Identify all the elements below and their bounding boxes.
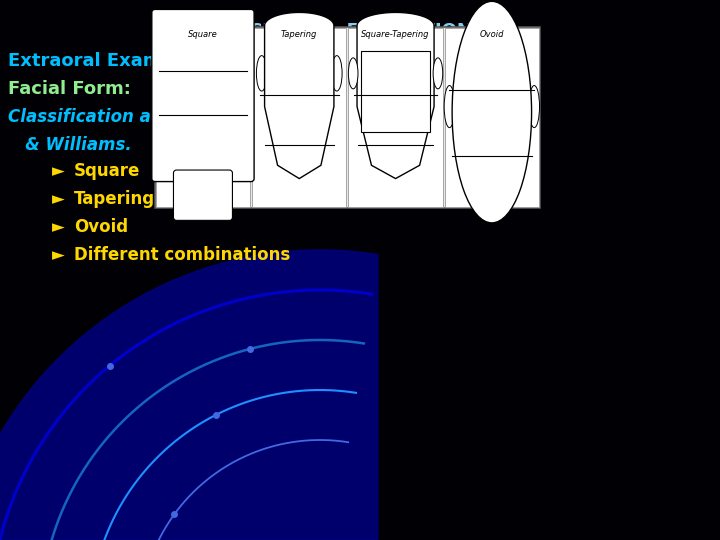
- Ellipse shape: [433, 58, 443, 89]
- Text: Facial Form:: Facial Form:: [8, 80, 131, 98]
- Bar: [361, 51, 431, 132]
- Text: Tapering: Tapering: [281, 30, 318, 39]
- FancyBboxPatch shape: [174, 170, 233, 220]
- Text: Classification according to House & Loop, Frush &Fisher: Classification according to House & Loop…: [8, 108, 534, 126]
- Text: & Williams.: & Williams.: [8, 136, 132, 154]
- Ellipse shape: [331, 56, 342, 91]
- Ellipse shape: [444, 85, 455, 127]
- Text: Square: Square: [188, 30, 218, 39]
- Text: CLINICAL EVALUATION: CLINICAL EVALUATION: [248, 22, 472, 40]
- Bar: [445, 28, 539, 207]
- Text: Ovoid: Ovoid: [480, 30, 504, 39]
- Text: ►: ►: [52, 218, 65, 236]
- Ellipse shape: [452, 1, 531, 223]
- Text: Different combinations: Different combinations: [74, 246, 290, 264]
- Polygon shape: [264, 12, 334, 179]
- Text: Square-Tapering: Square-Tapering: [361, 30, 430, 39]
- FancyBboxPatch shape: [154, 72, 164, 117]
- FancyBboxPatch shape: [152, 9, 254, 181]
- FancyBboxPatch shape: [241, 72, 252, 117]
- Text: Extraoral Examination: Extraoral Examination: [8, 52, 232, 70]
- Text: Ovoid: Ovoid: [74, 218, 128, 236]
- Ellipse shape: [348, 58, 358, 89]
- Text: Square: Square: [74, 162, 140, 180]
- Polygon shape: [357, 12, 434, 179]
- Ellipse shape: [529, 85, 539, 127]
- Bar: [348, 28, 443, 207]
- Text: ►: ►: [52, 162, 65, 180]
- Text: ►: ►: [52, 246, 65, 264]
- Text: Tapering: Tapering: [74, 190, 155, 208]
- Text: ►: ►: [52, 190, 65, 208]
- Bar: [156, 28, 250, 207]
- Bar: [155, 27, 540, 208]
- Bar: [252, 28, 346, 207]
- Polygon shape: [0, 250, 378, 540]
- Ellipse shape: [256, 56, 267, 91]
